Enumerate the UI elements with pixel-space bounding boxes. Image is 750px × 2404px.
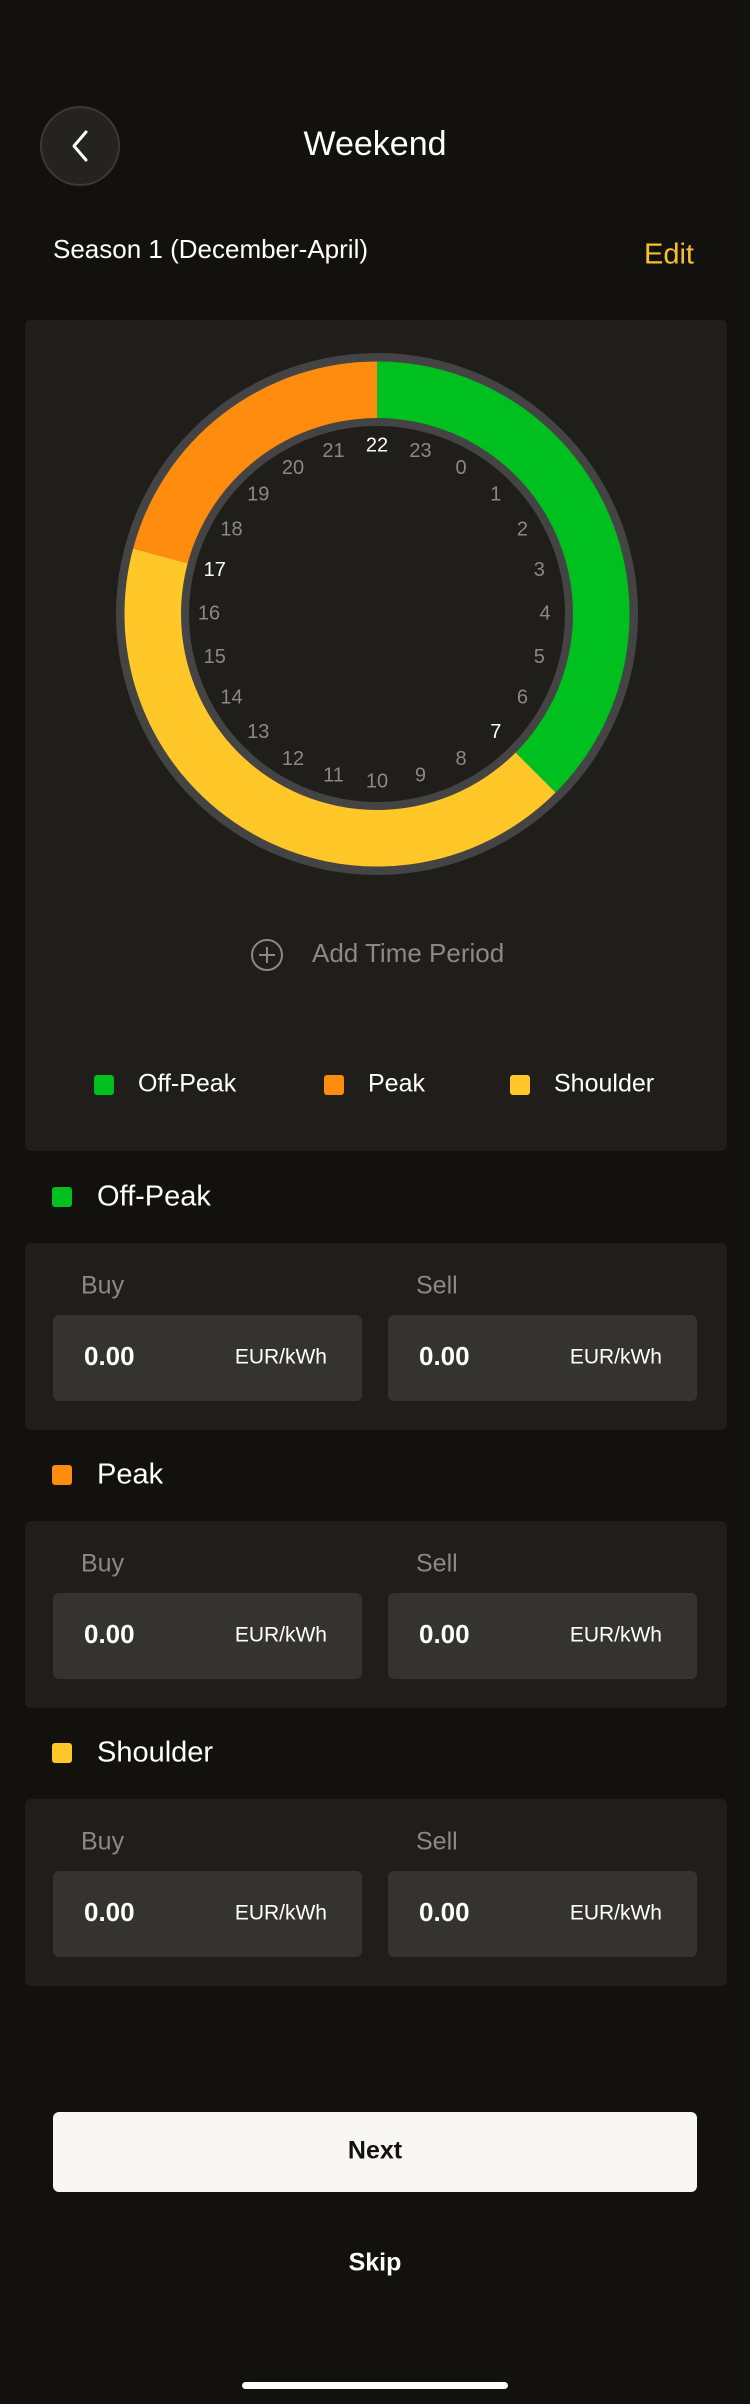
next-label: Next <box>348 2137 403 2165</box>
sell-input[interactable] <box>388 1315 697 1401</box>
period-arc <box>124 548 556 867</box>
legend-label: Shoulder <box>554 1070 654 1098</box>
hour-label: 7 <box>490 721 501 743</box>
hour-label: 14 <box>220 686 242 708</box>
hour-label: 22 <box>366 434 388 456</box>
buy-input[interactable] <box>53 1871 362 1957</box>
hour-label: 3 <box>534 559 545 581</box>
sell-value: 0.00 <box>419 1897 470 1927</box>
tariff-swatch <box>52 1465 72 1485</box>
hour-label: 0 <box>455 457 466 479</box>
hour-label: 4 <box>539 602 550 624</box>
hour-label: 8 <box>455 748 466 770</box>
tariff-swatch <box>52 1743 72 1763</box>
clock-face <box>189 426 565 802</box>
buy-input[interactable] <box>53 1593 362 1679</box>
back-icon <box>72 130 88 162</box>
sell-input[interactable] <box>388 1593 697 1679</box>
legend-label: Peak <box>368 1070 425 1098</box>
back-circle <box>40 106 120 186</box>
sell-value: 0.00 <box>419 1341 470 1371</box>
edit-button[interactable]: Edit <box>644 239 694 271</box>
add-plus <box>259 947 275 963</box>
legend-swatch <box>94 1075 114 1095</box>
hour-label: 23 <box>409 440 431 462</box>
period-arc <box>133 361 378 564</box>
hour-label: 9 <box>415 765 426 787</box>
hour-label: 12 <box>282 748 304 770</box>
legend-swatch <box>510 1075 530 1095</box>
sell-unit: EUR/kWh <box>570 1902 662 1925</box>
buy-input[interactable] <box>53 1315 362 1401</box>
buy-label: Buy <box>81 1272 125 1300</box>
back-button[interactable] <box>40 106 120 186</box>
sell-value: 0.00 <box>419 1619 470 1649</box>
skip-button[interactable]: Skip <box>349 2249 402 2277</box>
hour-label: 20 <box>282 457 304 479</box>
buy-label: Buy <box>81 1550 125 1578</box>
add-period-label: Add Time Period <box>312 938 504 968</box>
legend-swatch <box>324 1075 344 1095</box>
home-indicator <box>242 2382 508 2389</box>
sell-label: Sell <box>416 1828 458 1856</box>
hour-label: 13 <box>247 721 269 743</box>
buy-label: Buy <box>81 1828 125 1856</box>
sell-label: Sell <box>416 1550 458 1578</box>
tariff-swatch <box>52 1187 72 1207</box>
hour-label: 1 <box>490 483 501 505</box>
tariff-heading: Shoulder <box>97 1737 213 1769</box>
legend-label: Off-Peak <box>138 1070 237 1098</box>
add-icon <box>251 939 283 971</box>
tariff-heading: Off-Peak <box>97 1181 211 1213</box>
sell-unit: EUR/kWh <box>570 1346 662 1369</box>
hour-label: 2 <box>517 518 528 540</box>
clock-arcs <box>124 361 630 867</box>
next-button[interactable] <box>53 2112 697 2192</box>
hour-label: 19 <box>247 483 269 505</box>
period-arc <box>376 361 630 793</box>
tariff-heading: Peak <box>97 1459 164 1491</box>
buy-value: 0.00 <box>84 1341 135 1371</box>
hour-label: 6 <box>517 686 528 708</box>
hour-label: 11 <box>323 765 344 787</box>
hour-label: 18 <box>220 518 242 540</box>
buy-unit: EUR/kWh <box>235 1624 327 1647</box>
hour-label: 17 <box>204 559 226 581</box>
buy-unit: EUR/kWh <box>235 1902 327 1925</box>
hour-label: 16 <box>198 602 220 624</box>
hour-label: 15 <box>204 646 226 668</box>
hour-label: 5 <box>534 646 545 668</box>
hour-label: 10 <box>366 770 388 792</box>
buy-unit: EUR/kWh <box>235 1346 327 1369</box>
sell-label: Sell <box>416 1272 458 1300</box>
add-period-button[interactable]: Add Time Period <box>251 938 504 971</box>
hour-label: 21 <box>322 440 344 462</box>
page-title: Weekend <box>303 125 446 163</box>
buy-value: 0.00 <box>84 1897 135 1927</box>
season-label: Season 1 (December-April) <box>53 234 368 264</box>
sell-input[interactable] <box>388 1871 697 1957</box>
buy-value: 0.00 <box>84 1619 135 1649</box>
sell-unit: EUR/kWh <box>570 1624 662 1647</box>
